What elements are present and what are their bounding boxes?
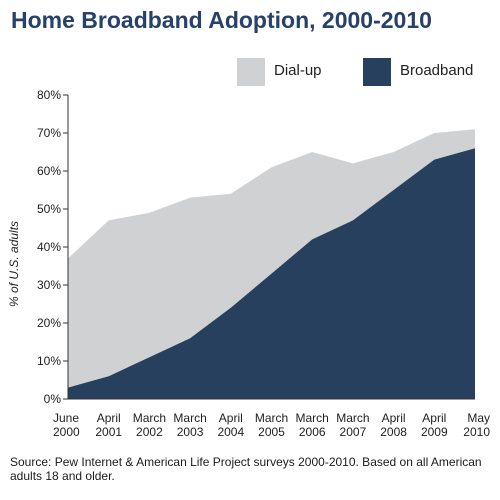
legend-swatch-broadband [363, 58, 391, 86]
x-tick-label-month: March [296, 411, 329, 425]
y-tick-label: 20% [37, 316, 61, 330]
x-tick-label-year: 2000 [53, 425, 80, 439]
source-note: Source: Pew Internet & American Life Pro… [10, 455, 482, 483]
y-tick-label: 80% [37, 88, 61, 102]
x-tick-label-month: March [133, 411, 166, 425]
x-tick-label-month: April [219, 411, 243, 425]
x-tick-label-month: March [173, 411, 206, 425]
x-tick-label-month: May [467, 411, 490, 425]
x-tick-label-year: 2005 [258, 425, 285, 439]
y-tick-label: 40% [37, 240, 61, 254]
y-tick-label: 50% [37, 202, 61, 216]
x-tick-label-month: June [53, 411, 79, 425]
x-tick-label-month: April [422, 411, 446, 425]
x-tick-label-year: 2007 [340, 425, 367, 439]
legend: Dial-up Broadband [0, 57, 500, 87]
area-chart: 0%10%20%30%40%50%60%70%80%June2000April2… [37, 88, 490, 439]
x-tick-label-year: 2010 [463, 425, 490, 439]
chart-title: Home Broadband Adoption, 2000-2010 [11, 7, 432, 33]
y-tick-label: 10% [37, 354, 61, 368]
x-tick-label-month: March [255, 411, 288, 425]
area-dial-up [68, 129, 475, 388]
legend-swatch-dialup [237, 58, 265, 86]
x-tick-label-year: 2006 [299, 425, 326, 439]
y-tick-label: 60% [37, 164, 61, 178]
x-tick-label-year: 2002 [136, 425, 163, 439]
x-tick-label-month: April [97, 411, 121, 425]
x-tick-label-month: March [336, 411, 369, 425]
y-tick-label: 0% [44, 392, 62, 406]
legend-label-dialup: Dial-up [274, 62, 322, 79]
legend-label-broadband: Broadband [400, 62, 474, 79]
x-tick-label-year: 2008 [380, 425, 407, 439]
x-tick-label-year: 2001 [95, 425, 122, 439]
y-tick-label: 70% [37, 126, 61, 140]
y-tick-label: 30% [37, 278, 61, 292]
x-tick-label-year: 2003 [177, 425, 204, 439]
area-broadband [68, 148, 475, 399]
x-tick-label-month: April [382, 411, 406, 425]
x-tick-label-year: 2004 [217, 425, 244, 439]
x-tick-label-year: 2009 [421, 425, 448, 439]
